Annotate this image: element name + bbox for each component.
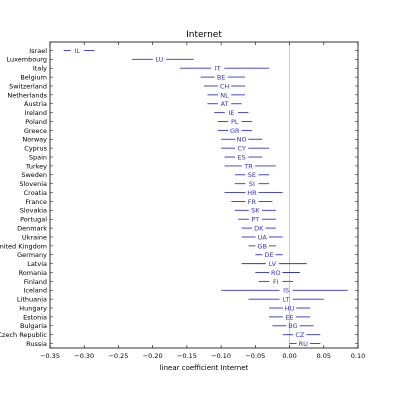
y-tick-label: Russia — [26, 340, 47, 348]
x-tick-label: −0.10 — [211, 352, 231, 360]
y-tick-label: Belgium — [20, 73, 47, 81]
y-tick-label: Spain — [29, 153, 47, 161]
plot-area: −0.35 −0.30 −0.25 −0.20 −0.15 −0.10 −0.05 0.00 0… — [0, 41, 365, 360]
y-tick-label: Croatia — [24, 189, 47, 197]
plot-frame — [49, 41, 359, 349]
point-code-label: DK — [254, 224, 264, 232]
x-tick-label: −0.20 — [143, 352, 163, 360]
x-tick-label: −0.25 — [108, 352, 128, 360]
point-code-label: TR — [243, 162, 253, 170]
y-tick-label: Bulgaria — [20, 322, 47, 330]
y-tick-label: Sweden — [21, 171, 47, 179]
y-tick-label: Lithuania — [17, 296, 47, 304]
point-code-label: FI — [273, 278, 279, 286]
y-tick-label: Greece — [24, 127, 47, 135]
y-tick-label: France — [25, 198, 47, 206]
x-tick-label: 0.05 — [317, 352, 331, 360]
y-tick-label: Iceland — [23, 287, 47, 295]
y-tick-label: Hungary — [19, 304, 47, 312]
y-tick-label: Poland — [25, 118, 47, 126]
point-code-label: CZ — [295, 331, 305, 339]
y-tick-label: United Kingdom — [0, 242, 47, 250]
point-code-label: ES — [238, 153, 246, 161]
point-code-label: HU — [285, 304, 295, 312]
y-tick-label: Czech Republic — [0, 331, 47, 339]
y-tick-label: Israel — [29, 47, 47, 55]
point-code-label: DE — [264, 251, 273, 259]
y-tick-label: Germany — [17, 251, 47, 259]
point-code-label: AT — [221, 100, 229, 108]
point-code-label: GB — [257, 242, 267, 250]
point-code-label: IE — [228, 109, 234, 117]
point-code-label: CY — [237, 145, 245, 153]
point-code-label: UA — [258, 233, 268, 241]
point-code-label: NO — [237, 136, 247, 144]
y-tick-label: Ukraine — [22, 233, 47, 241]
y-tick-label: Latvia — [27, 260, 47, 268]
point-code-label: LU — [155, 56, 163, 64]
y-tick-label: Turkey — [25, 162, 47, 170]
point-code-label: SE — [248, 171, 256, 179]
x-tick-label: 0.10 — [351, 352, 365, 360]
point-code-label: IS — [283, 287, 289, 295]
y-tick-label: Luxembourg — [6, 56, 47, 64]
y-tick-label: Portugal — [20, 216, 47, 224]
x-tick-label: 0.00 — [282, 352, 296, 360]
point-code-label: NL — [220, 91, 229, 99]
point-code-label: BE — [217, 73, 226, 81]
y-tick-label: Italy — [33, 65, 47, 73]
point-code-label: FR — [248, 198, 257, 206]
x-tick-label: −0.35 — [40, 352, 60, 360]
y-tick-label: Switzerland — [9, 82, 47, 90]
x-tick-label: −0.05 — [245, 352, 265, 360]
y-tick-label: Finland — [24, 278, 47, 286]
y-tick-label: Netherlands — [7, 91, 47, 99]
y-tick-label: Austria — [24, 100, 47, 108]
chart-title: Internet — [186, 30, 222, 40]
y-tick-label: Cyprus — [24, 145, 47, 153]
point-code-label: GR — [230, 127, 240, 135]
y-tick-label: Norway — [22, 136, 47, 144]
point-code-label: SI — [249, 180, 255, 188]
y-tick-label: Ireland — [25, 109, 47, 117]
point-code-label: CH — [220, 82, 230, 90]
point-code-label: IT — [215, 65, 221, 73]
point-code-label: RO — [271, 269, 281, 277]
point-code-label: HR — [247, 189, 257, 197]
y-tick-label: Slovakia — [20, 207, 47, 215]
y-tick-label: Romania — [19, 269, 47, 277]
point-code-label: IL — [75, 47, 81, 55]
point-code-label: BG — [288, 322, 297, 330]
point-code-label: SK — [251, 207, 260, 215]
y-tick-label: Slovenia — [19, 180, 47, 188]
y-tick-label: Denmark — [17, 224, 47, 232]
point-code-label: PL — [231, 118, 239, 126]
x-axis-label: linear coefficient Internet — [160, 364, 249, 372]
y-tick-label: Estonia — [23, 313, 47, 321]
point-code-label: EE — [285, 313, 293, 321]
point-code-label: LV — [269, 260, 277, 268]
point-code-label: RU — [299, 340, 309, 348]
x-tick-label: −0.30 — [74, 352, 94, 360]
point-code-label: LT — [283, 296, 290, 304]
x-tick-label: −0.15 — [177, 352, 197, 360]
point-code-label: PT — [251, 216, 259, 224]
